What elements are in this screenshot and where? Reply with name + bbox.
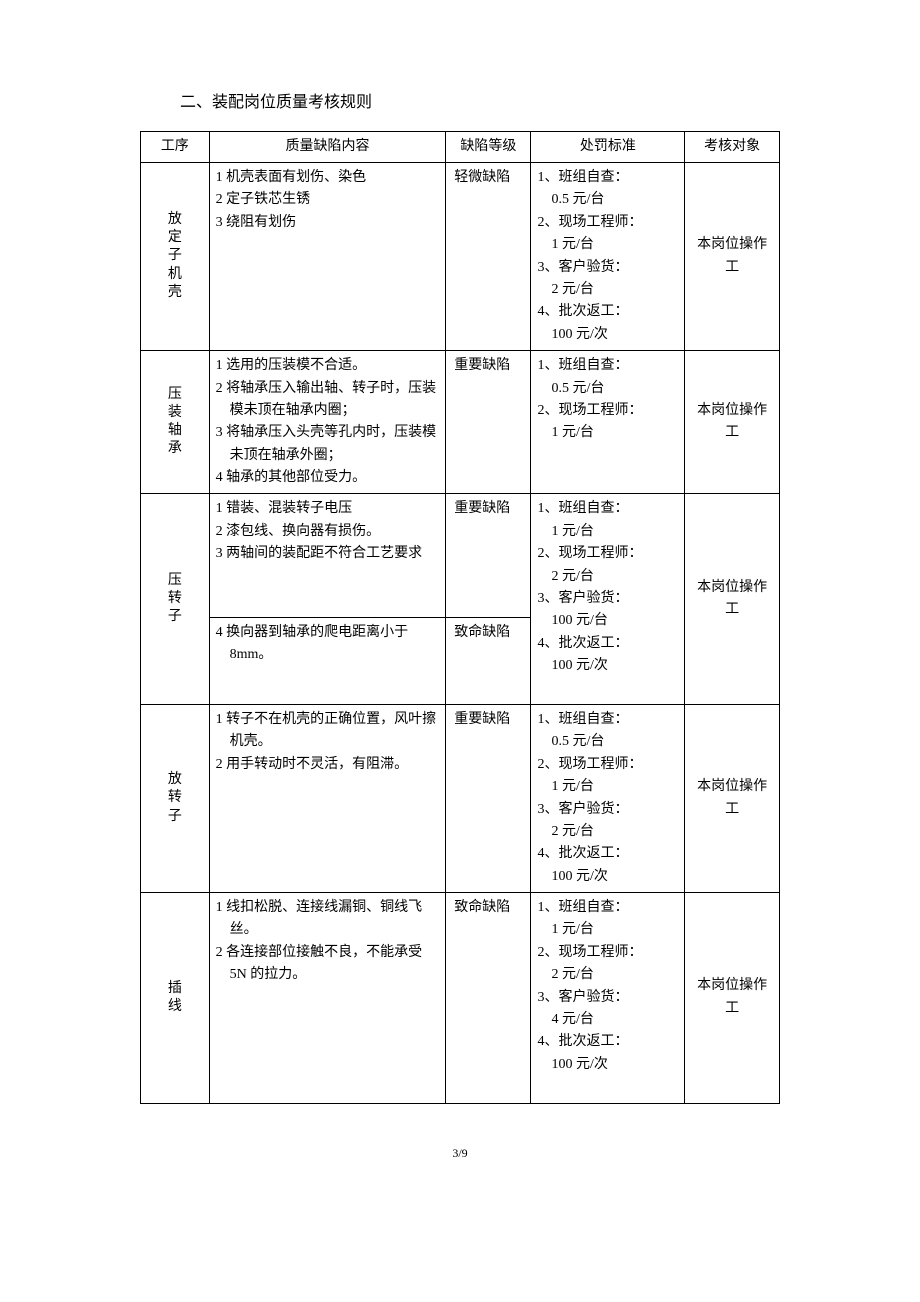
level-cell: 重要缺陷 [446, 351, 531, 494]
header-target: 考核对象 [685, 131, 780, 162]
process-cell: 放 定 子 机 壳 [141, 162, 210, 350]
header-defect: 质量缺陷内容 [209, 131, 446, 162]
level-cell: 致命缺陷 [446, 617, 531, 704]
header-level: 缺陷等级 [446, 131, 531, 162]
page-number: 3/9 [140, 1144, 780, 1163]
level-cell: 重要缺陷 [446, 704, 531, 892]
defect-cell: 1 错装、混装转子电压 2 漆包线、换向器有损伤。 3 两轴间的装配距不符合工艺… [209, 494, 446, 617]
defect-cell: 1 转子不在机壳的正确位置，风叶擦机壳。 2 用手转动时不灵活，有阻滞。 [209, 704, 446, 892]
process-cell: 压 装 轴 承 [141, 351, 210, 494]
penalty-cell: 1、班组自查： 0.5 元/台 2、现场工程师： 1 元/台 [531, 351, 685, 494]
defect-cell: 1 选用的压装模不合适。 2 将轴承压入输出轴、转子时，压装模未顶在轴承内圈； … [209, 351, 446, 494]
table-row: 放 定 子 机 壳 1 机壳表面有划伤、染色 2 定子铁芯生锈 3 绕阻有划伤 … [141, 162, 780, 350]
process-cell: 放 转 子 [141, 704, 210, 892]
section-title: 二、装配岗位质量考核规则 [180, 90, 780, 116]
header-process: 工序 [141, 131, 210, 162]
table-row: 压 装 轴 承 1 选用的压装模不合适。 2 将轴承压入输出轴、转子时，压装模未… [141, 351, 780, 494]
target-cell: 本岗位操作工 [685, 494, 780, 705]
header-row: 工序 质量缺陷内容 缺陷等级 处罚标准 考核对象 [141, 131, 780, 162]
penalty-cell: 1、班组自查： 0.5 元/台 2、现场工程师： 1 元/台 3、客户验货： 2… [531, 704, 685, 892]
defect-cell: 4 换向器到轴承的爬电距离小于 8mm。 [209, 617, 446, 704]
level-cell: 轻微缺陷 [446, 162, 531, 350]
level-cell: 致命缺陷 [446, 893, 531, 1104]
target-cell: 本岗位操作工 [685, 351, 780, 494]
level-cell: 重要缺陷 [446, 494, 531, 617]
target-cell: 本岗位操作工 [685, 704, 780, 892]
target-cell: 本岗位操作工 [685, 893, 780, 1104]
process-cell: 插 线 [141, 893, 210, 1104]
table-row: 放 转 子 1 转子不在机壳的正确位置，风叶擦机壳。 2 用手转动时不灵活，有阻… [141, 704, 780, 892]
process-cell: 压 转 子 [141, 494, 210, 705]
penalty-cell: 1、班组自查： 1 元/台 2、现场工程师： 2 元/台 3、客户验货： 100… [531, 494, 685, 705]
rules-table: 工序 质量缺陷内容 缺陷等级 处罚标准 考核对象 放 定 子 机 壳 1 机壳表… [140, 131, 780, 1104]
table-row: 压 转 子 1 错装、混装转子电压 2 漆包线、换向器有损伤。 3 两轴间的装配… [141, 494, 780, 617]
penalty-cell: 1、班组自查： 0.5 元/台 2、现场工程师： 1 元/台 3、客户验货： 2… [531, 162, 685, 350]
header-penalty: 处罚标准 [531, 131, 685, 162]
penalty-cell: 1、班组自查： 1 元/台 2、现场工程师： 2 元/台 3、客户验货： 4 元… [531, 893, 685, 1104]
defect-cell: 1 线扣松脱、连接线漏铜、铜线飞丝。 2 各连接部位接触不良，不能承受 5N 的… [209, 893, 446, 1104]
defect-cell: 1 机壳表面有划伤、染色 2 定子铁芯生锈 3 绕阻有划伤 [209, 162, 446, 350]
table-row: 插 线 1 线扣松脱、连接线漏铜、铜线飞丝。 2 各连接部位接触不良，不能承受 … [141, 893, 780, 1104]
target-cell: 本岗位操作工 [685, 162, 780, 350]
